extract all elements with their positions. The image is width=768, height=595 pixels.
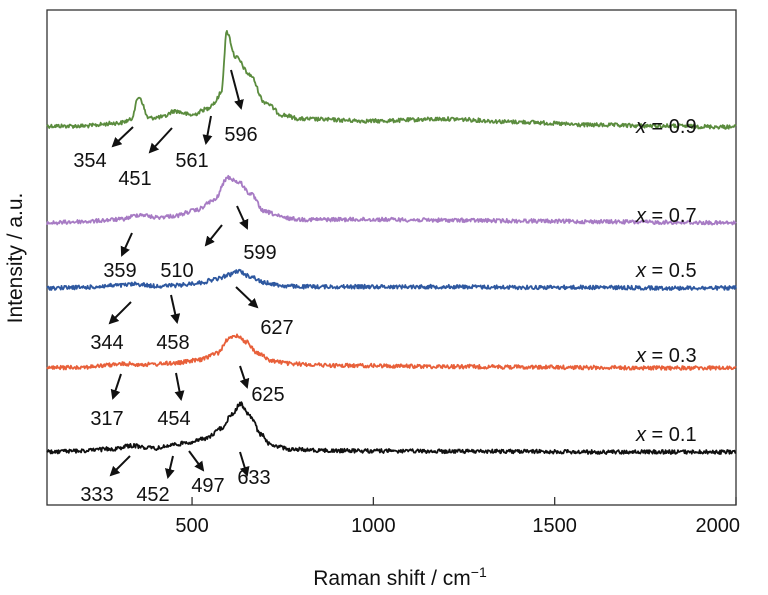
series-line-1 (46, 174, 737, 226)
x-tick-label: 2000 (696, 515, 741, 537)
x-tick-label: 500 (175, 515, 208, 537)
series-label-4: x = 0.1 (635, 424, 697, 446)
peak-arrow (239, 365, 250, 389)
peak-arrow (202, 115, 213, 145)
peak-label: 510 (160, 260, 193, 282)
x-tick-label: 1000 (351, 515, 396, 537)
peak-arrow (170, 294, 181, 324)
series-line-0 (46, 30, 737, 130)
series-label-0: x = 0.9 (635, 116, 697, 138)
y-axis-title: Intensity / a.u. (4, 193, 27, 324)
series-label-1: x = 0.7 (635, 205, 697, 227)
peak-arrow (230, 69, 244, 110)
peak-label: 458 (156, 332, 189, 354)
series-line-3 (46, 333, 737, 371)
peak-arrow (109, 455, 131, 477)
peak-arrow (108, 301, 132, 325)
peak-label: 454 (157, 408, 190, 430)
peak-label: 625 (251, 384, 284, 406)
spectra-group (46, 30, 737, 455)
peak-arrow (239, 451, 250, 477)
peak-arrow (174, 372, 185, 401)
x-axis-ticks: 500 1000 1500 2000 (175, 497, 740, 537)
series-labels: x = 0.9 x = 0.7 x = 0.5 x = 0.3 x = 0.1 (635, 116, 697, 446)
peak-arrow (235, 286, 259, 309)
peak-arrow (204, 224, 223, 247)
peak-label: 599 (243, 242, 276, 264)
peak-label: 354 (73, 150, 106, 172)
peak-arrow (111, 126, 134, 148)
peak-annotations: 354 451 561 596 359 510 599 344 458 627 317 454 625 3… (73, 69, 294, 506)
peak-label: 633 (237, 467, 270, 489)
series-label-2: x = 0.5 (635, 260, 697, 282)
peak-label: 627 (260, 317, 293, 339)
x-tick-label: 1500 (532, 515, 577, 537)
peak-arrow (164, 455, 175, 479)
x-axis-title: Raman shift / cm−1 (313, 564, 487, 590)
peak-arrow (148, 127, 173, 154)
series-line-2 (46, 268, 737, 291)
peak-arrow (120, 232, 133, 257)
peak-label: 497 (191, 475, 224, 497)
peak-arrow (110, 373, 122, 400)
peak-arrow (188, 450, 205, 472)
peak-label: 451 (118, 168, 151, 190)
peak-label: 561 (175, 150, 208, 172)
peak-label: 317 (90, 408, 123, 430)
plot-frame (46, 9, 737, 506)
series-line-4 (46, 401, 737, 455)
peak-label: 596 (224, 124, 257, 146)
series-label-3: x = 0.3 (635, 345, 697, 367)
peak-arrow (236, 205, 249, 230)
peak-label: 359 (103, 260, 136, 282)
peak-label: 333 (80, 484, 113, 506)
peak-label: 344 (90, 332, 123, 354)
peak-label: 452 (136, 484, 169, 506)
